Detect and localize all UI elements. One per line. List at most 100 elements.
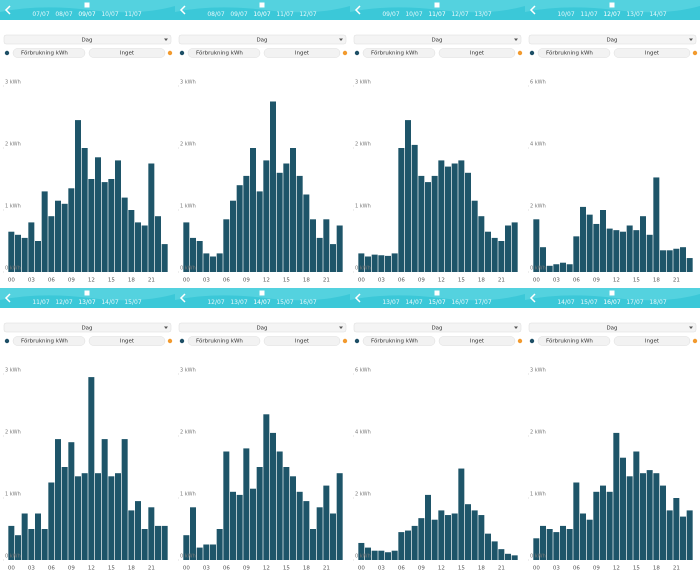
date-tab[interactable]: 09/07	[78, 11, 95, 18]
compare-button[interactable]	[613, 48, 691, 58]
series-button[interactable]	[537, 336, 611, 346]
date-tab[interactable]: 12/07	[55, 299, 72, 306]
bar	[580, 206, 586, 272]
y-tick-label: 4 kWh	[355, 430, 371, 436]
period-dropdown[interactable]	[353, 34, 522, 45]
y-tick-label: 0 kWh	[5, 554, 21, 560]
date-tab[interactable]: 15/07	[276, 299, 293, 306]
bar	[378, 255, 385, 272]
compare-button[interactable]	[438, 336, 516, 346]
bar	[316, 237, 323, 272]
compare-button[interactable]	[263, 336, 341, 346]
bar	[55, 200, 61, 272]
date-tab[interactable]: 12/07	[603, 11, 620, 18]
date-tab[interactable]: 11/07	[276, 11, 293, 18]
back-arrow[interactable]	[354, 293, 361, 303]
date-tab[interactable]: 09/07	[382, 11, 399, 18]
back-arrow[interactable]	[4, 5, 11, 15]
bar	[108, 476, 115, 560]
date-tab[interactable]: 09/07	[230, 11, 247, 18]
period-label: Dag	[256, 38, 267, 44]
date-tab[interactable]: 07/07	[32, 11, 49, 18]
date-tab[interactable]: 18/07	[649, 299, 666, 306]
back-arrow[interactable]	[354, 5, 361, 15]
x-tick-label: 15	[458, 566, 465, 572]
date-tab[interactable]: 12/07	[299, 11, 316, 18]
back-arrow[interactable]	[529, 293, 536, 303]
date-tab[interactable]: 14/07	[101, 299, 118, 306]
date-tab[interactable]: 10/07	[253, 11, 270, 18]
date-tab[interactable]: 16/07	[603, 299, 620, 306]
bar	[88, 377, 95, 560]
date-tab[interactable]: 16/07	[451, 299, 468, 306]
date-tab[interactable]: 17/07	[474, 299, 491, 306]
period-dropdown[interactable]	[528, 34, 697, 45]
series-button[interactable]	[362, 336, 436, 346]
date-tab[interactable]: 16/07	[299, 299, 316, 306]
compare-dot	[167, 338, 173, 344]
compare-button[interactable]	[88, 336, 166, 346]
date-tab[interactable]: 13/07	[474, 11, 491, 18]
date-tab[interactable]: 15/07	[580, 299, 597, 306]
series-button[interactable]	[187, 48, 261, 58]
date-tab[interactable]: 12/07	[207, 299, 224, 306]
date-tab[interactable]: 11/07	[32, 299, 49, 306]
series-button[interactable]	[187, 336, 261, 346]
date-tab[interactable]: 11/07	[428, 11, 445, 18]
back-arrow[interactable]	[529, 5, 536, 15]
back-arrow[interactable]	[179, 5, 186, 15]
series-button[interactable]	[362, 48, 436, 58]
period-dropdown[interactable]	[3, 34, 172, 45]
date-tab[interactable]: 13/07	[382, 299, 399, 306]
period-dropdown[interactable]	[528, 322, 697, 333]
x-tick-label: 21	[323, 566, 330, 572]
date-tab[interactable]: 11/07	[580, 11, 597, 18]
date-tab[interactable]: 14/07	[253, 299, 270, 306]
date-tab[interactable]: 10/07	[405, 11, 422, 18]
bar	[646, 470, 653, 560]
compare-button[interactable]	[613, 336, 691, 346]
bar	[183, 222, 190, 272]
date-tab[interactable]: 08/07	[55, 11, 72, 18]
date-tab[interactable]: 10/07	[557, 11, 574, 18]
date-tab[interactable]: 13/07	[626, 11, 643, 18]
period-dropdown[interactable]	[178, 34, 347, 45]
series-button[interactable]	[12, 336, 86, 346]
date-tab[interactable]: 17/07	[626, 299, 643, 306]
y-tick-mark	[3, 559, 4, 561]
date-tab[interactable]: 13/07	[78, 299, 95, 306]
back-arrow[interactable]	[179, 293, 186, 303]
back-arrow[interactable]	[4, 293, 11, 303]
bar	[485, 533, 491, 560]
series-button[interactable]	[12, 48, 86, 58]
period-dropdown[interactable]	[3, 322, 172, 333]
x-tick-label: 15	[108, 566, 115, 572]
bar	[35, 241, 41, 272]
date-tab[interactable]: 15/07	[428, 299, 445, 306]
series-dot	[529, 338, 535, 344]
compare-button[interactable]	[263, 48, 341, 58]
bar	[511, 555, 518, 560]
compare-button[interactable]	[88, 48, 166, 58]
series-button[interactable]	[537, 48, 611, 58]
date-tab[interactable]: 14/07	[557, 299, 574, 306]
date-tab[interactable]: 13/07	[230, 299, 247, 306]
bar	[573, 482, 580, 560]
date-tab[interactable]: 14/07	[405, 299, 422, 306]
period-dropdown[interactable]	[353, 322, 522, 333]
period-dropdown[interactable]	[178, 322, 347, 333]
date-tab[interactable]: 10/07	[101, 11, 118, 18]
x-tick-label: 15	[283, 278, 290, 284]
x-tick-label: 06	[223, 278, 230, 284]
bar	[161, 244, 168, 272]
date-tab[interactable]: 12/07	[451, 11, 468, 18]
compare-button[interactable]	[438, 48, 516, 58]
series-dot	[179, 50, 185, 56]
date-tab[interactable]: 14/07	[649, 11, 666, 18]
date-tab[interactable]: 15/07	[124, 299, 141, 306]
y-tick-label: 3 kWh	[5, 80, 21, 86]
date-tab[interactable]: 08/07	[207, 11, 224, 18]
bar	[613, 432, 620, 560]
date-tab[interactable]: 11/07	[124, 11, 141, 18]
bar	[640, 216, 646, 272]
